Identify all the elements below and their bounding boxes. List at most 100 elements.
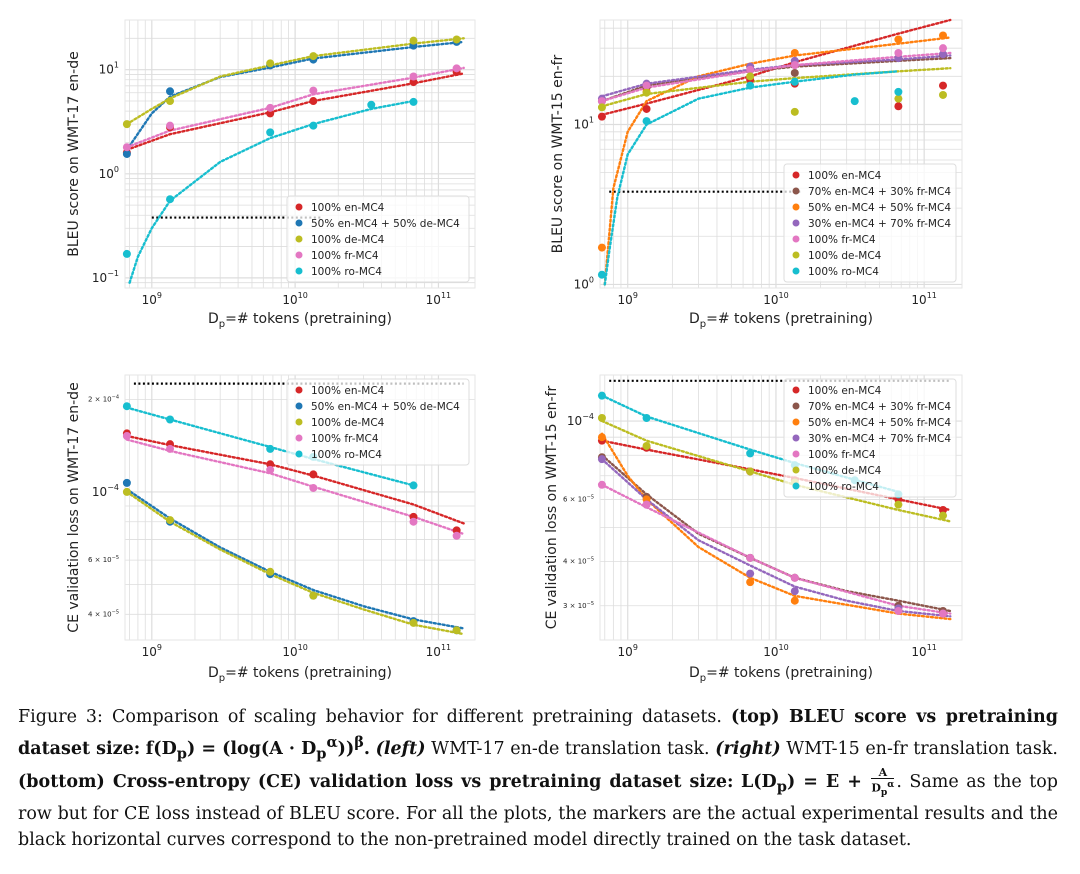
- data-point: [409, 97, 418, 106]
- data-point: [122, 478, 131, 487]
- data-point: [266, 460, 275, 469]
- legend-marker: [792, 235, 800, 243]
- caption-right-text: WMT-15 en-fr translation task.: [786, 738, 1058, 759]
- legend-marker: [295, 450, 303, 458]
- fit-curve: [600, 54, 952, 98]
- x-tick-label: 109: [142, 643, 162, 659]
- data-point: [597, 391, 606, 400]
- data-point: [166, 87, 175, 96]
- data-point: [939, 50, 948, 59]
- caption-top-heading: (top) BLEU score vs pretraining dataset …: [18, 707, 1058, 759]
- y-axis-label: BLEU score on WMT-15 en-fr: [550, 54, 566, 253]
- bleu-en-de-panel: 109 1010 1011 10−1 100 101 Dp=# tokens (pretra…: [66, 19, 476, 330]
- data-point: [746, 449, 755, 458]
- data-point: [266, 128, 275, 137]
- legend-label: 100% en-MC4: [808, 170, 882, 182]
- x-axis-label: Dp=# tokens (pretraining): [689, 665, 873, 684]
- legend-marker: [792, 386, 800, 394]
- data-point: [939, 81, 948, 90]
- bleu-en-fr-panel: 109 1010 1011 100 101 Dp=# tokens (pretrainin…: [550, 18, 963, 330]
- data-point: [309, 97, 318, 106]
- y-tick-label: 2 × 10−4: [88, 394, 119, 403]
- fit-curve: [125, 66, 465, 149]
- data-point: [597, 112, 606, 121]
- caption-intro: Comparison of scaling behavior for diffe…: [111, 707, 722, 727]
- plot-frame: [599, 374, 963, 641]
- y-tick-label: 10−4: [567, 412, 594, 428]
- data-point: [266, 103, 275, 112]
- caption-bottom-heading: (bottom) Cross-entropy (CE) validation l…: [18, 772, 734, 793]
- data-point: [266, 109, 275, 118]
- fit-curve: [600, 56, 952, 103]
- data-point: [166, 195, 175, 204]
- legend-marker: [792, 466, 800, 474]
- x-tick-label: 109: [618, 291, 638, 307]
- y-axis-label: CE validation loss on WMT-17 en-de: [66, 382, 82, 632]
- legend-label: 100% ro-MC4: [808, 266, 879, 278]
- data-point: [790, 48, 799, 57]
- data-point: [939, 90, 948, 99]
- x-tick-label: 1011: [426, 291, 451, 307]
- data-point: [642, 104, 651, 113]
- data-point: [939, 506, 948, 515]
- fit-curve: [600, 51, 952, 103]
- legend-box: [286, 378, 470, 466]
- data-point: [597, 480, 606, 489]
- data-point: [790, 596, 799, 605]
- legend-label: 100% fr-MC4: [808, 234, 876, 246]
- legend: 100% en-MC4 70% en-MC4 + 30% fr-MC4 50% en…: [783, 163, 957, 283]
- data-point: [122, 149, 131, 158]
- data-point: [309, 483, 318, 492]
- legend-marker: [295, 219, 303, 227]
- y-axis-label: CE validation loss on WMT-15 en-fr: [544, 385, 560, 629]
- data-point: [597, 103, 606, 112]
- legend-label: 70% en-MC4 + 30% fr-MC4: [808, 186, 951, 198]
- legend-label: 100% de-MC4: [311, 234, 385, 246]
- data-point: [746, 578, 755, 587]
- legend-marker: [792, 187, 800, 195]
- figure: 109 1010 1011 10−1 100 101 Dp=# tokens (pretra…: [66, 18, 963, 684]
- legend-label: 50% en-MC4 + 50% fr-MC4: [808, 202, 951, 214]
- data-point: [409, 78, 418, 87]
- data-point: [309, 470, 318, 479]
- data-point: [409, 36, 418, 45]
- caption-right-label: (right): [715, 738, 781, 759]
- x-axis-label: Dp=# tokens (pretraining): [208, 665, 392, 684]
- data-point: [266, 59, 275, 68]
- fit-curve: [600, 18, 952, 117]
- caption-left-label: (left): [375, 738, 426, 759]
- data-point: [309, 86, 318, 95]
- data-point: [452, 35, 461, 44]
- data-point: [409, 618, 418, 627]
- legend-label: 100% de-MC4: [808, 465, 882, 477]
- fit-curve: [125, 438, 465, 536]
- data-point: [309, 121, 318, 130]
- data-point: [122, 432, 131, 441]
- x-tick-label: 1010: [282, 291, 307, 307]
- caption-top-formula: f(Dp) = (log(A · Dpα))β.: [145, 734, 371, 763]
- grid: [600, 20, 962, 288]
- caption-figure-label: Figure 3:: [18, 707, 103, 727]
- fit-curve: [600, 432, 952, 621]
- y-tick-label: 4 × 10−5: [563, 557, 594, 566]
- caption-bottom-text: . Same as the top row but for CE loss in…: [18, 772, 1058, 850]
- data-point: [894, 35, 903, 44]
- fit-curve: [600, 419, 952, 523]
- data-point: [166, 415, 175, 424]
- data-point: [642, 81, 651, 90]
- legend-marker: [792, 434, 800, 442]
- data-point: [266, 444, 275, 453]
- x-tick-label: 1011: [911, 643, 936, 659]
- x-tick-label: 109: [142, 291, 162, 307]
- legend-marker: [792, 171, 800, 179]
- caption-bottom-formula: L(Dp) = E +: [740, 772, 862, 796]
- y-tick-label: 10−1: [92, 269, 119, 285]
- legend-label: 70% en-MC4 + 30% fr-MC4: [808, 401, 951, 413]
- legend-box: [286, 195, 470, 283]
- legend-marker: [295, 418, 303, 426]
- fit-curve: [125, 434, 465, 525]
- legend-label: 100% ro-MC4: [311, 449, 382, 461]
- legend-marker: [792, 267, 800, 275]
- x-tick-label: 109: [618, 643, 638, 659]
- fit-curve: [125, 40, 465, 152]
